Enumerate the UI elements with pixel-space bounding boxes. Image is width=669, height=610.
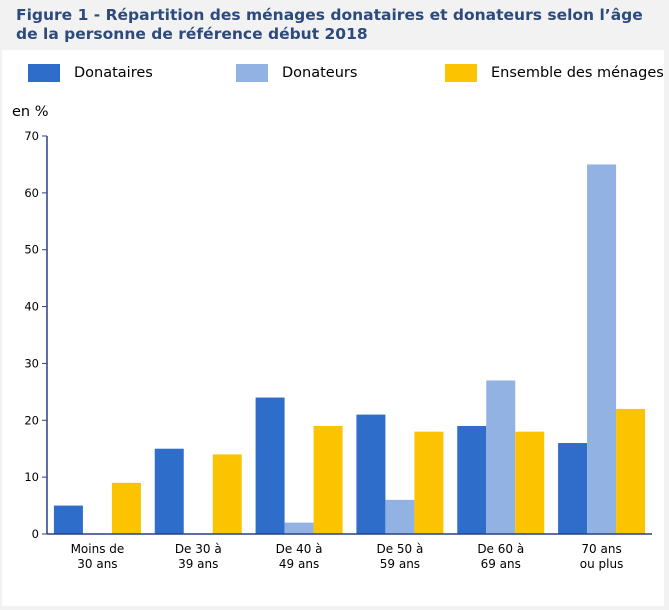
category-label-line: 59 ans (380, 557, 420, 571)
bar-donataires-0 (53, 505, 83, 534)
legend-item-donataires: Donataires (28, 64, 153, 82)
y-tick-label: 0 (32, 527, 39, 541)
category-label-line: De 30 à (175, 542, 222, 556)
bar-donataires-4 (457, 425, 487, 534)
y-axis-unit-label: en % (12, 104, 49, 120)
legend-item-ensemble: Ensemble des ménages (445, 64, 664, 82)
y-tick-label: 30 (24, 356, 39, 370)
category-label-line: 70 ans (581, 542, 621, 556)
y-tick-label: 50 (24, 243, 39, 257)
bar-donataires-2 (255, 397, 285, 534)
legend-label-donateurs: Donateurs (282, 65, 358, 81)
bar-ensemble-1 (212, 454, 242, 534)
figure-title: Figure 1 - Répartition des ménages donat… (16, 6, 643, 43)
category-label: Moins de 30 ans (71, 542, 125, 571)
bar-ensemble-2 (313, 425, 343, 534)
category-label-line: De 50 à (376, 542, 423, 556)
y-axis-ticks: 0 10 20 30 40 50 60 70 (24, 129, 47, 541)
category-label: De 40 à 49 ans (276, 542, 323, 571)
category-label: De 50 à 59 ans (376, 542, 423, 571)
category-label-line: De 60 à (477, 542, 524, 556)
bar-donateurs-3 (385, 499, 415, 534)
category-label-line: ou plus (580, 557, 624, 571)
bar-ensemble-0 (111, 482, 141, 534)
bar-chart: 0 10 20 30 40 50 60 70 Moins de 30 ans De 30 à 39 … (24, 129, 652, 571)
y-tick-label: 40 (24, 300, 39, 314)
bar-donateurs-4 (486, 380, 516, 534)
category-label-line: 39 ans (178, 557, 218, 571)
chart-legend: Donataires Donateurs Ensemble des ménage… (2, 64, 664, 86)
category-label-line: Moins de (71, 542, 125, 556)
bar-donataires-3 (356, 414, 386, 534)
category-label-line: 69 ans (481, 557, 521, 571)
y-tick-label: 60 (24, 186, 39, 200)
legend-swatch-donataires (28, 64, 60, 82)
category-label-line: De 40 à (276, 542, 323, 556)
chart-panel: Donataires Donateurs Ensemble des ménage… (2, 50, 664, 606)
bar-donataires-1 (154, 448, 184, 534)
category-label: De 30 à 39 ans (175, 542, 222, 571)
bars (53, 164, 646, 534)
legend-item-donateurs: Donateurs (236, 64, 357, 82)
category-label-line: 30 ans (77, 557, 117, 571)
category-label: 70 ans ou plus (580, 542, 624, 571)
category-label-line: 49 ans (279, 557, 319, 571)
bar-ensemble-4 (515, 431, 545, 534)
bar-donateurs-2 (284, 522, 314, 534)
bar-ensemble-3 (414, 431, 444, 534)
y-tick-label: 20 (24, 413, 39, 427)
bar-ensemble-5 (616, 408, 646, 534)
bar-donataires-5 (558, 443, 588, 534)
legend-swatch-donateurs (236, 64, 268, 82)
y-tick-label: 70 (24, 129, 39, 143)
legend-label-ensemble: Ensemble des ménages (491, 65, 664, 81)
legend-label-donataires: Donataires (74, 65, 153, 81)
y-tick-label: 10 (24, 470, 39, 484)
category-label: De 60 à 69 ans (477, 542, 524, 571)
x-axis-categories: Moins de 30 ans De 30 à 39 ans De 40 à 49 ans… (71, 542, 624, 571)
bar-donateurs-5 (587, 164, 617, 534)
legend-swatch-ensemble (445, 64, 477, 82)
